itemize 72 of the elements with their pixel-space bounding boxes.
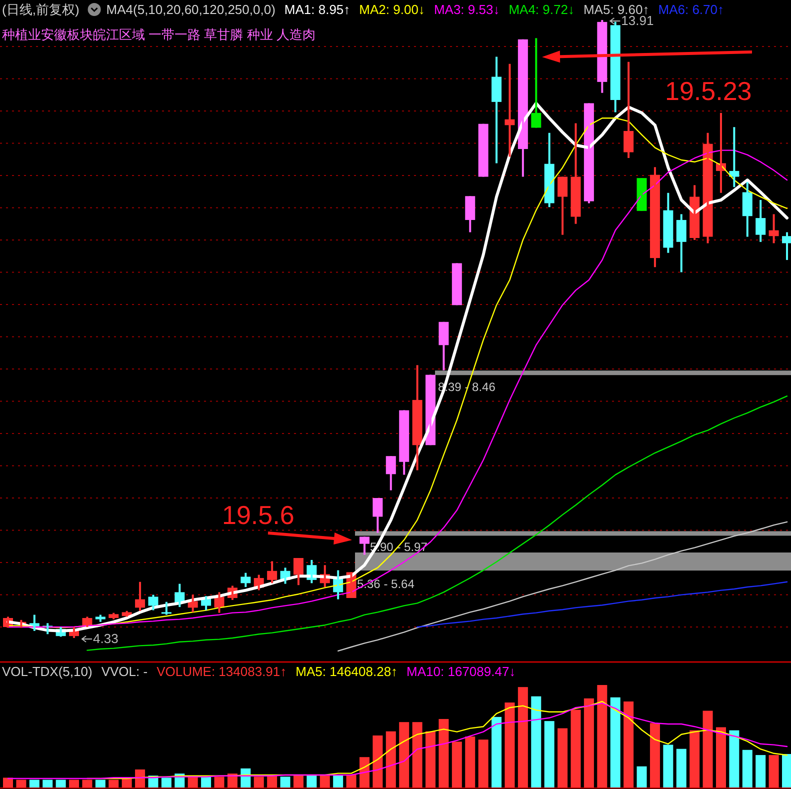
bar <box>426 731 436 788</box>
bar <box>29 780 40 788</box>
bar <box>333 774 344 788</box>
bar <box>214 776 224 788</box>
bar <box>492 716 502 788</box>
bar <box>742 750 752 788</box>
bar <box>42 780 53 788</box>
bar <box>597 685 608 788</box>
text: VOLUME: 134083.91↑ <box>156 664 287 679</box>
text: MA10: 167089.47↓ <box>406 664 516 679</box>
chart-title: VOL-TDX(5,10) <box>2 664 92 679</box>
bar <box>412 722 422 788</box>
bar <box>716 727 726 788</box>
bar <box>95 780 106 788</box>
candlestick <box>95 614 106 623</box>
text: MA1: 8.95↑ <box>284 2 350 17</box>
annotation: 19.5.6 <box>222 500 294 530</box>
bar <box>624 701 634 788</box>
bar <box>438 718 449 788</box>
text: MA4: 9.72↓ <box>508 2 574 17</box>
text: VVOL: - <box>101 664 148 679</box>
bar <box>478 740 488 788</box>
bar <box>372 735 383 788</box>
text: MA6: 6.70↑ <box>658 2 724 17</box>
bar <box>570 710 581 788</box>
bar <box>504 702 515 788</box>
bar <box>782 754 791 788</box>
bar <box>280 776 290 788</box>
bar <box>386 731 396 788</box>
candlestick <box>636 177 647 212</box>
bar <box>306 774 317 788</box>
bar <box>756 755 766 788</box>
bar <box>676 748 686 788</box>
bar <box>650 723 660 788</box>
bar <box>359 757 370 788</box>
bar <box>399 722 410 788</box>
annotation: 4.33 <box>93 631 118 646</box>
bar <box>584 698 594 788</box>
text: MA2: 9.00↓ <box>359 2 425 17</box>
bar <box>69 780 80 788</box>
bar <box>768 755 779 788</box>
bar <box>690 730 700 788</box>
text: 种植业安徽板块皖江区域 一带一路 草甘膦 种业 人造肉 <box>2 27 316 42</box>
bar <box>636 766 647 788</box>
bar <box>702 710 713 788</box>
bar <box>531 696 542 788</box>
bar <box>16 780 26 788</box>
text: MA3: 9.53↓ <box>434 2 500 17</box>
bar <box>161 778 172 788</box>
bar <box>544 721 554 788</box>
candlestick <box>452 262 462 306</box>
bar <box>320 774 330 788</box>
bar <box>3 778 13 788</box>
legend-title: MA4(5,10,20,60,120,250,0,0) <box>106 2 276 17</box>
text: MA5: 146408.28↑ <box>296 664 398 679</box>
bar <box>610 697 620 788</box>
bar <box>135 769 146 788</box>
bar <box>108 780 119 788</box>
bar <box>346 774 356 788</box>
bar <box>663 744 674 788</box>
annotation: 19.5.23 <box>665 76 752 106</box>
chart-title: (日线,前复权) <box>2 2 80 17</box>
bar <box>293 774 304 788</box>
bar <box>558 728 568 788</box>
bar <box>729 730 740 788</box>
bar <box>465 736 476 788</box>
bar <box>254 776 264 788</box>
bar <box>452 742 462 788</box>
candlestick <box>478 122 488 178</box>
bar <box>82 780 92 788</box>
bar <box>56 780 66 788</box>
bar <box>518 687 528 788</box>
